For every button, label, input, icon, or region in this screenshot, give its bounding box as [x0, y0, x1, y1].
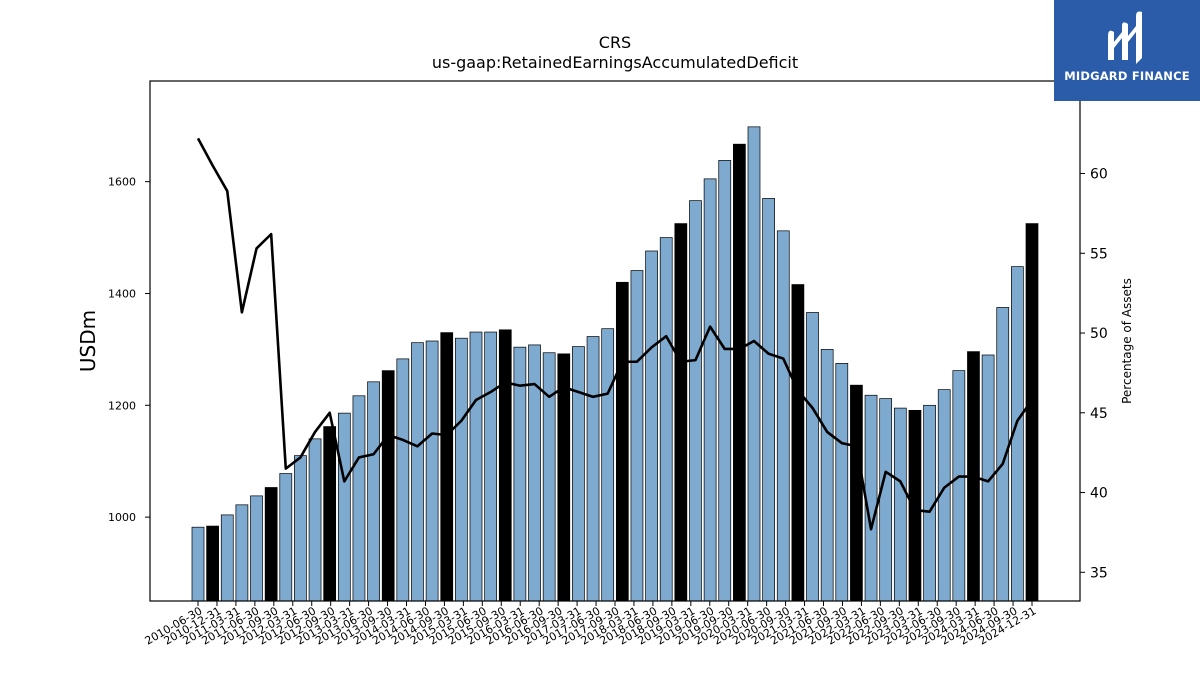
brand-logo: MIDGARD FINANCE [1054, 0, 1200, 101]
bar-2013-06-30 [367, 381, 380, 602]
line-series [196, 137, 1034, 531]
bar-2010-12-31 [220, 514, 234, 602]
bar-2021-06-30 [835, 363, 849, 602]
bar-2011-03-31 [235, 504, 249, 602]
bar-2022-06-30 [893, 407, 907, 602]
midgard-logo-icon [1108, 11, 1142, 64]
bar-2020-06-30 [776, 230, 790, 602]
bar-2014-06-30 [425, 340, 439, 602]
bar-2020-12-31 [806, 312, 819, 602]
bar-2013-12-31 [396, 358, 410, 602]
bar-2020-09-30 [791, 284, 805, 602]
y2-tick-label-40: 40 [1090, 486, 1108, 502]
bar-2021-09-30 [850, 384, 863, 602]
x-axis: 2010-06-302010-12-312011-03-312011-06-30… [143, 601, 1039, 648]
bars [191, 126, 1039, 602]
bar-2019-12-31 [747, 126, 761, 602]
bar-2014-09-30 [440, 332, 454, 602]
bar-2019-09-30 [733, 143, 746, 602]
bar-2019-03-31 [703, 178, 717, 602]
bar-2015-03-31 [469, 331, 483, 602]
chart-title: CRS [599, 33, 631, 52]
right-axis: 35 40 45 50 55 60 [1080, 167, 1108, 581]
bar-2014-12-31 [455, 337, 468, 602]
bar-2015-09-30 [498, 329, 512, 602]
chart-subtitle: us-gaap:RetainedEarningsAccumulatedDefic… [432, 53, 798, 72]
logo-text: MIDGARD FINANCE [1064, 69, 1190, 83]
y2-tick-label-60: 60 [1090, 167, 1108, 183]
bar-2017-06-30 [601, 328, 615, 602]
bar-2024-09-30 [1025, 223, 1039, 602]
bar-2019-06-30 [718, 160, 732, 602]
percentage-of-assets-line [196, 137, 1034, 531]
bar-2021-03-31 [820, 349, 834, 602]
y2-tick-label-55: 55 [1090, 246, 1108, 262]
bar-2014-03-31 [411, 342, 424, 602]
y2-tick-label-50: 50 [1090, 326, 1108, 342]
y2-tick-label-45: 45 [1090, 406, 1108, 422]
y-tick-label-1400: 1400 [108, 287, 136, 300]
bar-2010-09-30 [206, 525, 219, 602]
bar-2018-06-30 [659, 237, 673, 602]
bar-2017-12-31 [630, 270, 644, 602]
bar-2017-09-30 [615, 281, 629, 602]
bar-2012-12-31 [337, 412, 351, 602]
bar-2018-12-31 [689, 200, 702, 602]
bar-2011-06-30 [250, 495, 263, 602]
bar-2018-03-31 [645, 250, 658, 602]
bar-2011-09-30 [264, 487, 278, 602]
bar-2012-06-30 [308, 438, 322, 602]
bar-2010-06-30 [191, 526, 205, 602]
y-axis-label: USDm [76, 310, 100, 372]
bar-2013-09-30 [381, 370, 395, 602]
bar-2022-03-31 [879, 398, 893, 602]
bar-2018-09-30 [674, 223, 688, 602]
y-tick-label-1600: 1600 [108, 176, 136, 189]
bar-2015-06-30 [484, 331, 497, 602]
y-tick-label-1200: 1200 [108, 399, 136, 412]
y2-tick-label-35: 35 [1090, 565, 1108, 581]
y-tick-label-1000: 1000 [108, 511, 136, 524]
bar-2022-09-30 [908, 409, 922, 602]
bar-2011-12-31 [279, 473, 293, 602]
bar-2016-12-31 [572, 346, 585, 602]
y2-axis-label: Percentage of Assets [1120, 278, 1134, 404]
left-axis: 1000 1200 1400 1600 [108, 176, 150, 524]
bar-2012-03-31 [294, 455, 307, 602]
bar-2013-03-31 [352, 395, 366, 602]
bar-2023-06-30 [952, 370, 966, 602]
bar-2020-03-31 [762, 198, 775, 602]
bar-2016-06-30 [542, 352, 556, 602]
bar-2012-09-30 [323, 426, 337, 602]
bar-2017-03-31 [586, 336, 600, 602]
